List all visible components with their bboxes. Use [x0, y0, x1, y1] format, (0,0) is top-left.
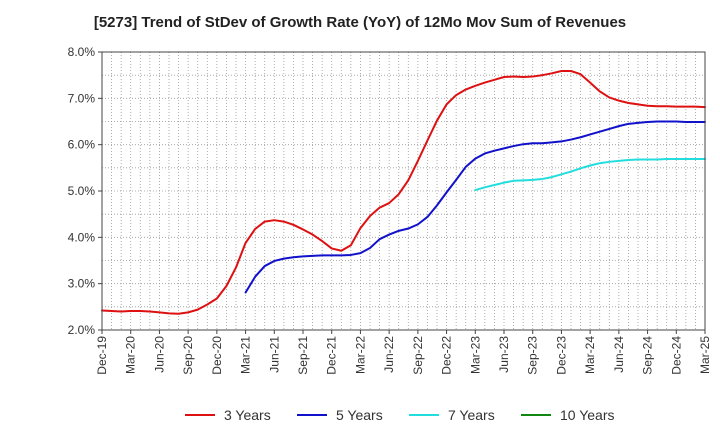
series-line-3-years — [101, 70, 706, 315]
y-axis: 2.0% 3.0% 4.0% 5.0% 6.0% 7.0% 8.0% — [68, 45, 102, 337]
plot-area — [102, 52, 705, 330]
y-tick-label: 4.0% — [68, 230, 96, 244]
x-tick-label: Sep-22 — [411, 336, 425, 375]
x-tick-label: Sep-24 — [641, 336, 655, 375]
legend-label-3-years: 3 Years — [224, 407, 271, 423]
legend-label-5-years: 5 Years — [336, 407, 383, 423]
x-tick-label: Sep-21 — [296, 336, 310, 375]
grid-layer — [102, 52, 705, 330]
y-tick-label: 5.0% — [68, 184, 96, 198]
y-tick-label: 8.0% — [68, 45, 96, 59]
series-line-5-years — [244, 120, 706, 294]
legend: 3 Years 5 Years 7 Years 10 Years — [185, 407, 615, 423]
legend-label-10-years: 10 Years — [560, 407, 615, 423]
x-tick-label: Jun-23 — [497, 336, 511, 373]
x-tick-label: Sep-23 — [526, 336, 540, 375]
series-layer — [101, 70, 706, 315]
x-tick-label: Mar-20 — [124, 336, 138, 374]
legend-label-7-years: 7 Years — [448, 407, 495, 423]
x-tick-label: Dec-24 — [669, 336, 683, 375]
y-tick-label: 2.0% — [68, 323, 96, 337]
chart-title: [5273] Trend of StDev of Growth Rate (Yo… — [93, 14, 627, 31]
y-tick-label: 6.0% — [68, 138, 96, 152]
series-line-7-years — [474, 158, 706, 192]
x-tick-label: Mar-25 — [698, 336, 712, 374]
x-tick-label: Jun-20 — [152, 336, 166, 373]
y-tick-label: 3.0% — [68, 277, 96, 291]
x-tick-label: Jun-24 — [612, 336, 626, 373]
x-tick-label: Mar-24 — [583, 336, 597, 374]
x-tick-label: Dec-19 — [95, 336, 109, 375]
x-tick-label: Sep-20 — [181, 336, 195, 375]
x-tick-label: Jun-21 — [267, 336, 281, 373]
x-tick-label: Dec-20 — [210, 336, 224, 375]
y-tick-label: 7.0% — [68, 91, 96, 105]
x-tick-label: Mar-21 — [239, 336, 253, 374]
x-tick-label: Mar-23 — [468, 336, 482, 374]
x-axis: Dec-19 Mar-20 Jun-20 Sep-20 Dec-20 Mar-21 Jun-… — [95, 330, 712, 375]
x-tick-label: Mar-22 — [353, 336, 367, 374]
x-tick-label: Dec-22 — [440, 336, 454, 375]
x-tick-label: Dec-23 — [554, 336, 568, 375]
x-tick-label: Dec-21 — [325, 336, 339, 375]
x-tick-label: Jun-22 — [382, 336, 396, 373]
